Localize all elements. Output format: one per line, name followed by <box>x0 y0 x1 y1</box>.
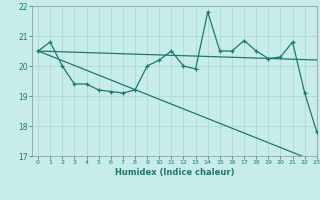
X-axis label: Humidex (Indice chaleur): Humidex (Indice chaleur) <box>115 168 234 177</box>
